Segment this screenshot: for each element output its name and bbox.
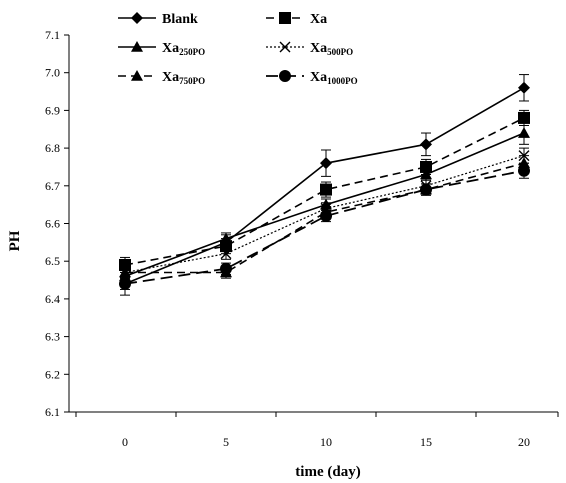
legend-item-xa250po: Xa250PO	[118, 41, 205, 57]
y-tick-label: 6.2	[45, 367, 60, 381]
marker-circle	[119, 277, 131, 290]
marker-square	[420, 160, 432, 173]
marker-x	[220, 248, 232, 260]
legend-label: Xa500PO	[310, 41, 353, 57]
x-tick-label: 20	[518, 435, 530, 449]
data-series	[119, 74, 530, 296]
x-tick-label: 10	[320, 435, 332, 449]
marker-triangle	[518, 127, 530, 138]
y-tick-label: 6.6	[45, 217, 60, 231]
legend-label: Xa1000PO	[310, 70, 358, 86]
x-tick-label: 5	[223, 435, 229, 449]
y-tick-label: 6.4	[45, 292, 60, 306]
marker-circle	[420, 183, 432, 196]
series-xa	[119, 109, 530, 274]
series-line	[125, 162, 525, 274]
marker-square	[119, 258, 131, 271]
y-axis-title: PH	[7, 230, 23, 251]
legend-item-xa: Xa	[266, 12, 327, 27]
legend-label: Blank	[162, 12, 198, 27]
marker-square	[518, 111, 530, 124]
x-tick-label: 0	[122, 435, 128, 449]
marker-diamond	[518, 81, 530, 94]
marker-triangle	[131, 70, 143, 81]
legend-label: Xa250PO	[162, 41, 205, 57]
marker-x-stroke	[279, 41, 291, 53]
y-tick-label: 6.8	[45, 141, 60, 155]
y-tick-label: 6.5	[45, 254, 60, 268]
x-axis-title: time (day)	[295, 464, 360, 480]
legend-label: Xa750PO	[162, 70, 205, 86]
legend-item-xa750po: Xa750PO	[118, 70, 205, 86]
marker-square	[320, 183, 332, 196]
y-tick-label: 6.9	[45, 103, 60, 117]
y-tick-label: 6.3	[45, 330, 60, 344]
marker-x	[279, 41, 291, 53]
marker-square	[279, 12, 291, 24]
marker-triangle	[119, 266, 131, 278]
y-tick-label: 7.1	[45, 28, 60, 42]
series-xa1000po	[119, 162, 530, 290]
x-tick-label: 15	[420, 435, 432, 449]
marker-circle	[320, 209, 332, 222]
marker-triangle	[220, 232, 232, 244]
marker-circle	[279, 70, 291, 82]
y-tick-label: 7.0	[45, 66, 60, 80]
marker-diamond	[420, 138, 432, 151]
legend-item-xa500po: Xa500PO	[266, 41, 353, 57]
legend: Blank Xa Xa250PO Xa500PO Xa750PO Xa1000PO	[118, 12, 358, 86]
marker-circle	[518, 164, 530, 177]
legend-item-xa1000po: Xa1000PO	[266, 70, 358, 86]
series-line	[124, 117, 525, 266]
y-tick-label: 6.1	[45, 405, 60, 419]
series-line	[124, 169, 525, 285]
marker-diamond	[131, 12, 143, 24]
marker-x-stroke	[220, 248, 232, 260]
y-tick-label: 6.7	[45, 179, 60, 193]
marker-triangle	[131, 41, 143, 52]
x-axis-ticks: 0 5 10 15 20	[75, 412, 559, 449]
marker-circle	[220, 262, 232, 275]
y-axis-ticks: 6.1 6.2 6.3 6.4 6.5 6.6 6.7 6.8 6.9 7.0 7.1	[45, 28, 69, 419]
marker-diamond	[320, 157, 332, 170]
marker-triangle	[518, 157, 530, 168]
legend-label: Xa	[310, 12, 327, 27]
legend-item-blank: Blank	[118, 12, 198, 27]
marker-triangle	[420, 168, 432, 180]
